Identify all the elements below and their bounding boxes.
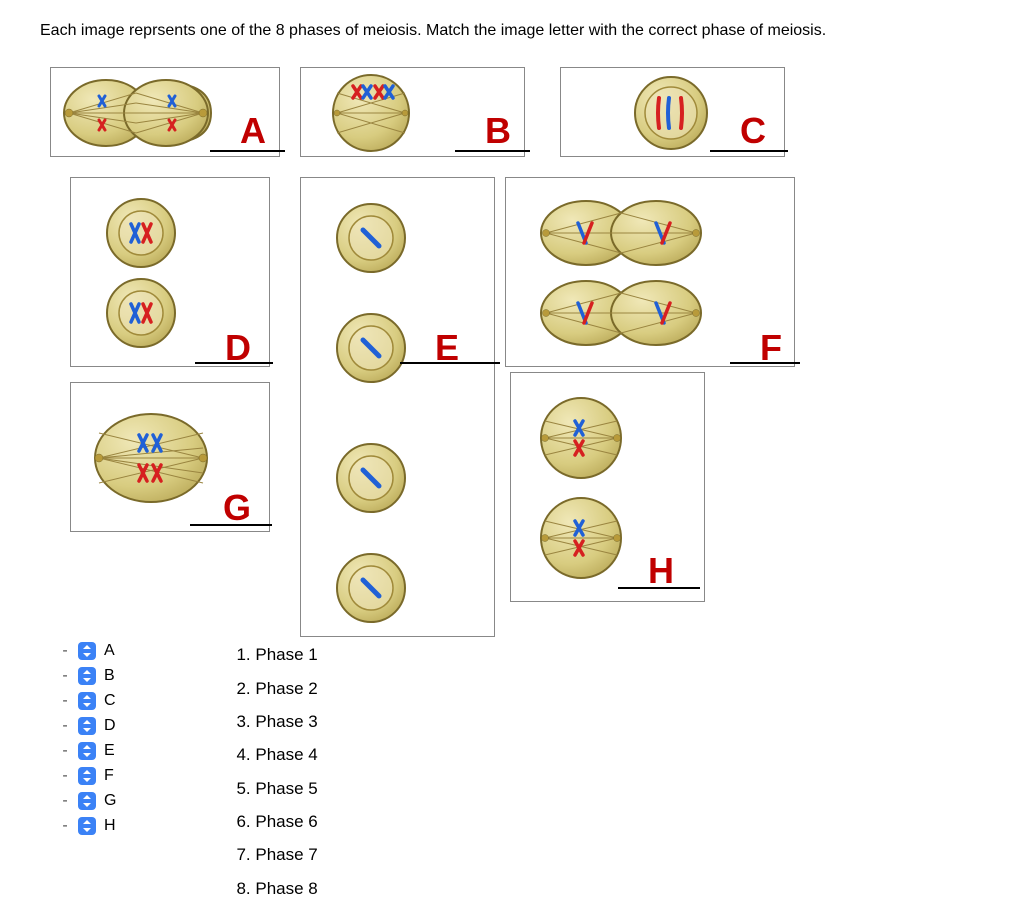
panel-underline-d bbox=[195, 362, 273, 364]
option-row: 2. Phase 2 bbox=[236, 676, 317, 702]
question-text: Each image reprsents one of the 8 phases… bbox=[40, 20, 940, 42]
match-value-placeholder: - bbox=[60, 792, 70, 810]
match-row: -F bbox=[60, 767, 116, 785]
panel-letter-b: B bbox=[485, 110, 511, 152]
match-value-placeholder: - bbox=[60, 642, 70, 660]
match-row: -B bbox=[60, 667, 116, 685]
select-stepper[interactable] bbox=[78, 767, 96, 785]
panel-h bbox=[510, 372, 705, 602]
select-stepper[interactable] bbox=[78, 717, 96, 735]
match-value-placeholder: - bbox=[60, 667, 70, 685]
option-label: Phase 5 bbox=[255, 779, 317, 798]
option-row: 3. Phase 3 bbox=[236, 709, 317, 735]
panel-underline-g bbox=[190, 524, 272, 526]
panel-underline-f bbox=[730, 362, 800, 364]
match-row: -A bbox=[60, 642, 116, 660]
match-item-letter: C bbox=[104, 692, 116, 710]
match-row: -C bbox=[60, 692, 116, 710]
match-value-placeholder: - bbox=[60, 692, 70, 710]
panel-underline-e bbox=[400, 362, 500, 364]
match-item-letter: E bbox=[104, 742, 115, 760]
option-number: 7. bbox=[236, 845, 255, 864]
match-row: -D bbox=[60, 717, 116, 735]
option-row: 5. Phase 5 bbox=[236, 776, 317, 802]
select-stepper[interactable] bbox=[78, 792, 96, 810]
option-row: 1. Phase 1 bbox=[236, 642, 317, 668]
match-item-letter: D bbox=[104, 717, 116, 735]
match-item-letter: G bbox=[104, 792, 116, 810]
match-value-placeholder: - bbox=[60, 817, 70, 835]
option-number: 3. bbox=[236, 712, 255, 731]
option-number: 6. bbox=[236, 812, 255, 831]
option-number: 5. bbox=[236, 779, 255, 798]
option-number: 2. bbox=[236, 679, 255, 698]
panel-underline-h bbox=[618, 587, 700, 589]
option-label: Phase 3 bbox=[255, 712, 317, 731]
panel-letter-a: A bbox=[240, 110, 266, 152]
panel-underline-c bbox=[710, 150, 788, 152]
select-stepper[interactable] bbox=[78, 642, 96, 660]
panel-underline-a bbox=[210, 150, 285, 152]
match-item-letter: B bbox=[104, 667, 115, 685]
option-number: 8. bbox=[236, 879, 255, 898]
answer-region: -A-B-C-D-E-F-G-H 1. Phase 12. Phase 23. … bbox=[40, 642, 984, 902]
match-item-letter: F bbox=[104, 767, 114, 785]
match-item-letter: A bbox=[104, 642, 115, 660]
match-value-placeholder: - bbox=[60, 717, 70, 735]
match-items-column: -A-B-C-D-E-F-G-H bbox=[60, 642, 116, 902]
match-item-letter: H bbox=[104, 817, 116, 835]
option-label: Phase 8 bbox=[255, 879, 317, 898]
option-row: 7. Phase 7 bbox=[236, 842, 317, 868]
option-row: 6. Phase 6 bbox=[236, 809, 317, 835]
panel-letter-c: C bbox=[740, 110, 766, 152]
panel-underline-b bbox=[455, 150, 530, 152]
match-value-placeholder: - bbox=[60, 767, 70, 785]
options-column: 1. Phase 12. Phase 23. Phase 34. Phase 4… bbox=[236, 642, 317, 902]
option-label: Phase 1 bbox=[255, 645, 317, 664]
option-label: Phase 7 bbox=[255, 845, 317, 864]
select-stepper[interactable] bbox=[78, 817, 96, 835]
select-stepper[interactable] bbox=[78, 742, 96, 760]
match-row: -H bbox=[60, 817, 116, 835]
option-number: 1. bbox=[236, 645, 255, 664]
panel-e bbox=[300, 177, 495, 637]
match-value-placeholder: - bbox=[60, 742, 70, 760]
option-label: Phase 6 bbox=[255, 812, 317, 831]
match-row: -G bbox=[60, 792, 116, 810]
select-stepper[interactable] bbox=[78, 667, 96, 685]
panel-letter-h: H bbox=[648, 550, 674, 592]
option-label: Phase 4 bbox=[255, 745, 317, 764]
match-row: -E bbox=[60, 742, 116, 760]
panel-f bbox=[505, 177, 795, 367]
diagram-panels: A B bbox=[40, 62, 960, 602]
select-stepper[interactable] bbox=[78, 692, 96, 710]
option-row: 4. Phase 4 bbox=[236, 742, 317, 768]
option-row: 8. Phase 8 bbox=[236, 876, 317, 902]
option-label: Phase 2 bbox=[255, 679, 317, 698]
option-number: 4. bbox=[236, 745, 255, 764]
panel-letter-g: G bbox=[223, 487, 251, 529]
